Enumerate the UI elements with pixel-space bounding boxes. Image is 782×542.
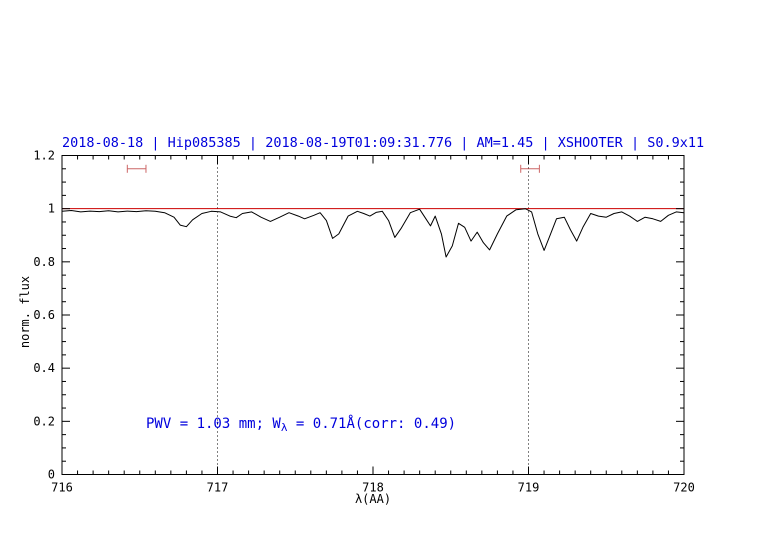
x-tick-label: 718 <box>362 481 384 495</box>
y-tick-label: 0.2 <box>33 414 55 428</box>
annotation-lambda-subscript: λ <box>280 421 288 434</box>
y-tick-label: 1.2 <box>33 149 55 163</box>
x-tick-label: 719 <box>518 481 540 495</box>
x-tick-label: 716 <box>51 481 73 495</box>
y-tick-label: 1 <box>48 202 55 216</box>
x-axis-label: λ(AA) <box>354 492 392 506</box>
y-tick-label: 0.4 <box>33 361 55 375</box>
annotation-text-1: PWV = 1.03 mm; W <box>146 416 281 432</box>
pwv-annotation: PWV = 1.03 mm; Wλ = 0.71Å(corr: 0.49) <box>146 416 456 434</box>
y-tick-label: 0.6 <box>33 308 55 322</box>
x-tick-label: 720 <box>673 481 695 495</box>
y-tick-label: 0 <box>48 468 55 482</box>
spectrum-line <box>61 208 685 258</box>
plot-title: 2018-08-18 | Hip085385 | 2018-08-19T01:0… <box>62 135 705 151</box>
annotation-text-2: = 0.71Å(corr: 0.49) <box>287 416 457 432</box>
y-tick-label: 0.8 <box>33 255 55 269</box>
x-tick-label: 717 <box>207 481 229 495</box>
